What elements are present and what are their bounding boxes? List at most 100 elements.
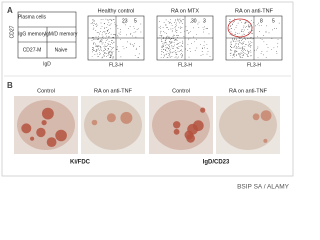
event-dot [231, 43, 232, 45]
event-dot [111, 42, 112, 44]
caption: IgD/CD23 [203, 160, 230, 166]
event-dot [187, 30, 188, 31]
event-dot [176, 40, 178, 42]
event-dot [176, 35, 178, 37]
event-dot [248, 46, 250, 47]
event-dot [169, 49, 171, 51]
event-dot [176, 39, 177, 41]
event-dot [110, 18, 111, 20]
event-dot [129, 26, 131, 27]
event-dot [187, 43, 189, 45]
event-dot [100, 19, 102, 21]
event-dot [137, 57, 139, 58]
event-dot [235, 43, 236, 45]
event-dot [241, 43, 242, 45]
event-dot [180, 26, 181, 28]
event-dot [178, 19, 180, 21]
event-dot [101, 39, 103, 41]
event-dot [241, 30, 243, 32]
event-dot [236, 40, 238, 42]
event-dot [160, 56, 162, 58]
event-dot [235, 47, 237, 49]
event-dot [277, 38, 279, 40]
event-dot [188, 32, 190, 33]
event-dot [181, 20, 182, 22]
event-dot [103, 54, 104, 56]
event-dot [97, 48, 99, 50]
event-dot [247, 29, 249, 31]
event-dot [132, 44, 133, 46]
event-dot [177, 18, 179, 20]
event-dot [110, 55, 112, 57]
event-dot [235, 31, 237, 33]
event-dot [164, 42, 166, 44]
event-dot [248, 27, 250, 28]
event-dot [196, 33, 197, 35]
event-dot [179, 42, 181, 43]
event-dot [244, 22, 245, 24]
event-dot [96, 32, 98, 33]
event-dot [170, 18, 171, 20]
event-dot [98, 35, 99, 37]
event-dot [99, 46, 101, 47]
event-dot [103, 23, 105, 25]
event-dot [234, 51, 236, 52]
event-dot [238, 44, 239, 46]
quadrant-number: 23 [122, 18, 128, 24]
event-dot [169, 56, 171, 58]
quadrant-label: Plasma cells [18, 14, 47, 20]
event-dot [202, 54, 204, 55]
follicle [41, 120, 47, 126]
event-dot [174, 20, 176, 22]
event-dot [160, 25, 162, 27]
event-dot [247, 56, 249, 58]
event-dot [104, 31, 106, 33]
event-dot [98, 50, 100, 52]
event-dot [180, 21, 182, 23]
event-dot [234, 51, 235, 53]
event-dot [189, 21, 191, 23]
event-dot [231, 49, 233, 51]
event-dot [255, 25, 257, 27]
event-dot [202, 47, 203, 49]
event-dot [161, 41, 163, 43]
event-dot [233, 21, 234, 23]
event-dot [166, 56, 168, 58]
event-dot [99, 54, 100, 56]
event-dot [266, 25, 268, 27]
event-dot [111, 20, 113, 22]
event-dot [234, 39, 236, 40]
event-dot [250, 37, 252, 38]
event-dot [257, 47, 259, 49]
x-axis-label: FL3-H [247, 62, 261, 68]
event-dot [96, 46, 98, 48]
image-title: Control [172, 88, 190, 94]
event-dot [102, 51, 104, 53]
event-dot [234, 55, 235, 57]
event-dot [231, 33, 233, 35]
event-dot [188, 39, 190, 41]
event-dot [188, 56, 190, 58]
event-dot [230, 52, 232, 54]
event-dot [109, 57, 111, 58]
event-dot [127, 41, 128, 43]
event-dot [229, 29, 230, 30]
event-dot [245, 39, 246, 40]
event-dot [174, 57, 176, 59]
follicle [173, 128, 180, 135]
event-dot [202, 48, 203, 50]
event-dot [92, 28, 94, 30]
event-dot [250, 49, 252, 51]
event-dot [160, 30, 162, 32]
event-dot [113, 41, 115, 43]
quadrant-number: 5 [272, 18, 275, 24]
event-dot [165, 24, 167, 25]
event-dot [235, 51, 237, 53]
event-dot [175, 54, 177, 55]
follicle [36, 127, 46, 138]
event-dot [96, 38, 98, 40]
event-dot [271, 38, 273, 39]
event-dot [230, 49, 232, 51]
event-dot [244, 29, 245, 31]
event-dot [232, 56, 234, 58]
